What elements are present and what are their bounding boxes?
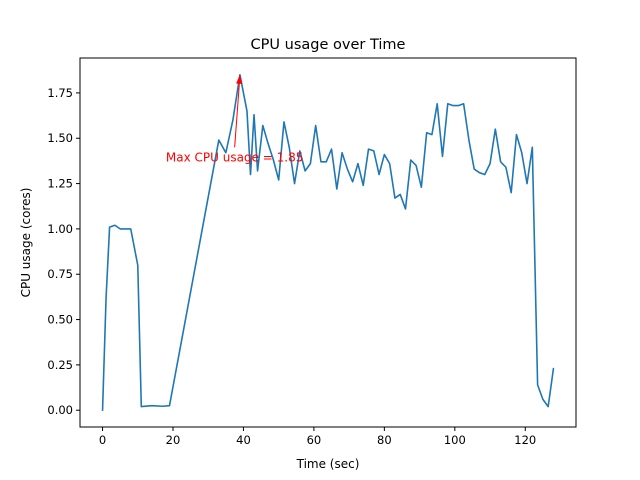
y-axis-label: CPU usage (cores) — [19, 188, 33, 298]
x-tick-label: 0 — [99, 433, 106, 447]
x-tick-label: 100 — [444, 433, 466, 447]
x-axis-ticks: 0 20 40 60 80 100 120 — [99, 427, 536, 447]
y-tick-label: 0.75 — [47, 267, 73, 281]
y-axis-ticks: 0.00 0.25 0.50 0.75 1.00 1.25 1.50 1.75 — [47, 86, 80, 417]
x-axis-label: Time (sec) — [296, 457, 360, 471]
y-tick-label: 0.25 — [47, 358, 73, 372]
cpu-usage-series-line — [101, 73, 555, 412]
x-tick-label: 40 — [236, 433, 251, 447]
x-tick-label: 20 — [166, 433, 181, 447]
y-tick-label: 1.00 — [47, 222, 73, 236]
chart-title: CPU usage over Time — [251, 37, 406, 53]
x-tick-label: 120 — [514, 433, 536, 447]
axes-frame — [79, 57, 577, 428]
y-tick-label: 0.50 — [47, 313, 73, 327]
x-tick-label: 80 — [377, 433, 392, 447]
annotation-arrow-head — [236, 74, 243, 84]
annotation-text: Max CPU usage = 1.85 — [166, 150, 303, 164]
x-tick-label: 60 — [307, 433, 322, 447]
y-tick-label: 1.75 — [47, 86, 73, 100]
plot-area — [101, 73, 555, 412]
y-tick-label: 1.25 — [47, 177, 73, 191]
annotation-arrow-shaft — [234, 75, 241, 148]
y-tick-label: 0.00 — [47, 403, 73, 417]
annotation: Max CPU usage = 1.85 — [166, 74, 303, 164]
y-tick-label: 1.50 — [47, 131, 73, 145]
